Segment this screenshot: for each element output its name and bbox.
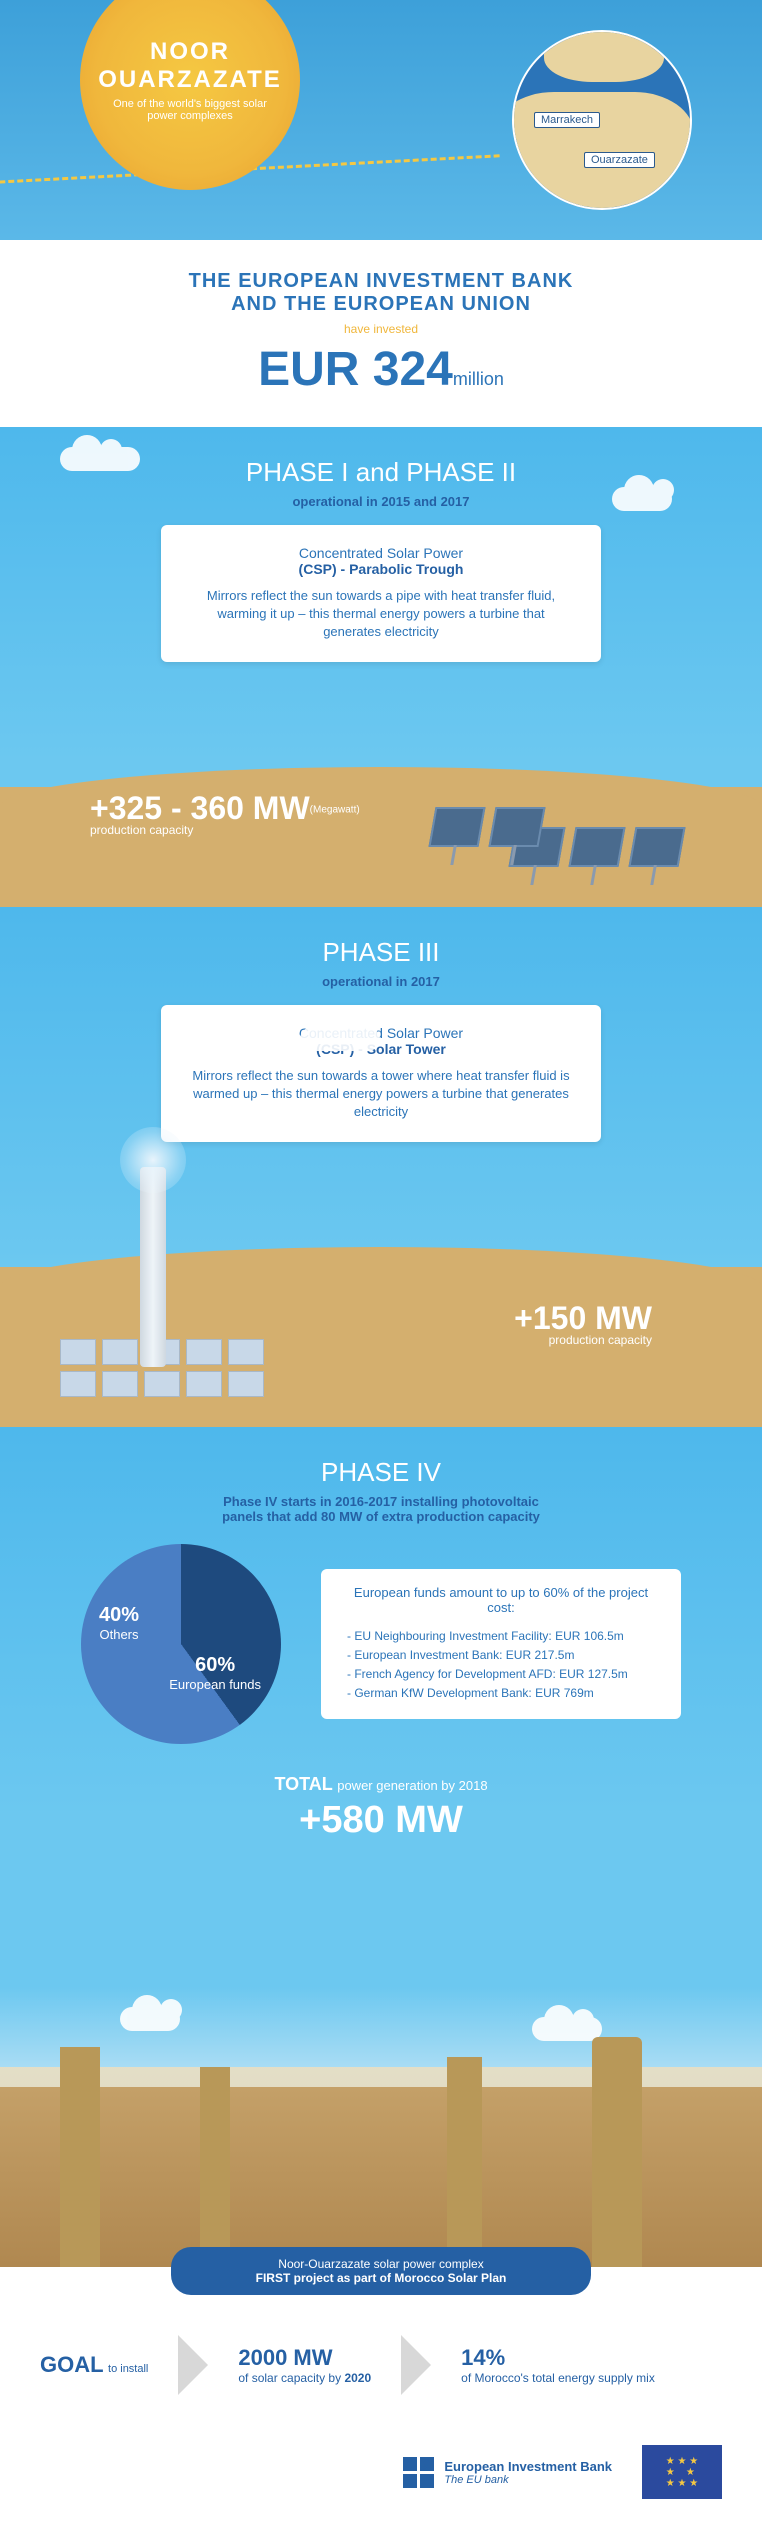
cloud-icon	[300, 1027, 380, 1051]
pie-others-label: 40% Others	[99, 1604, 139, 1642]
land-morocco	[512, 92, 692, 210]
csp-type: (CSP) - Parabolic Trough	[187, 561, 575, 577]
solar-panels-icon	[432, 807, 542, 847]
phase3-card: Concentrated Solar Power (CSP) - Solar T…	[161, 1005, 601, 1142]
phase12-card: Concentrated Solar Power (CSP) - Parabol…	[161, 525, 601, 662]
map-label-ouarzazate: Ouarzazate	[584, 152, 655, 168]
invest-line2: AND THE EUROPEAN UNION	[20, 293, 742, 316]
header: NOOR OUARZAZATE One of the world's bigge…	[0, 0, 762, 240]
phase12-desc: Mirrors reflect the sun towards a pipe w…	[187, 587, 575, 642]
solar-tower-icon	[140, 1167, 166, 1367]
map-circle: Marrakech Ouarzazate	[512, 30, 692, 210]
phase3-op: operational in 2017	[40, 974, 722, 989]
phase12-title: PHASE I and PHASE II	[40, 457, 722, 488]
phase4-op: Phase IV starts in 2016-2017 installing …	[201, 1494, 561, 1524]
cloud-icon	[60, 447, 140, 471]
funds-card: European funds amount to up to 60% of th…	[321, 1569, 681, 1720]
phase3-desc: Mirrors reflect the sun towards a tower …	[187, 1067, 575, 1122]
tower-icon	[200, 2067, 230, 2267]
city-buildings	[0, 2087, 762, 2267]
cloud-icon	[612, 487, 672, 511]
phase12: PHASE I and PHASE II operational in 2015…	[0, 427, 762, 907]
phase3-title: PHASE III	[40, 937, 722, 968]
phase12-capacity: +325 - 360 MW(Megawatt) production capac…	[90, 790, 360, 837]
cloud-icon	[120, 2007, 180, 2031]
funds-list: EU Neighbouring Investment Facility: EUR…	[341, 1627, 661, 1704]
fund-item: French Agency for Development AFD: EUR 1…	[347, 1665, 661, 1684]
eib-squares-icon	[403, 2457, 434, 2488]
phase3-capacity: +150 MW production capacity	[514, 1300, 652, 1347]
city-scene	[0, 1987, 762, 2267]
phase4: PHASE IV Phase IV starts in 2016-2017 in…	[0, 1427, 762, 1987]
city-sky	[0, 1987, 762, 2067]
land-spain	[544, 30, 664, 82]
invest-line1: THE EUROPEAN INVESTMENT BANK	[20, 270, 742, 293]
tower-icon	[592, 2037, 642, 2267]
funds-title: European funds amount to up to 60% of th…	[341, 1585, 661, 1615]
main-title: NOOR OUARZAZATE	[80, 38, 300, 94]
goal-share: 14% of Morocco's total energy supply mix	[461, 2345, 655, 2385]
tower-icon	[60, 2047, 100, 2267]
fund-item: German KfW Development Bank: EUR 769m	[347, 1684, 661, 1703]
tower-icon	[447, 2057, 482, 2267]
fund-item: EU Neighbouring Investment Facility: EUR…	[347, 1627, 661, 1646]
footer: European Investment Bank The EU bank ★ ★…	[0, 2425, 762, 2519]
terrain	[0, 1267, 762, 1427]
project-pill: Noor-Ouarzazate solar power complex FIRS…	[171, 2247, 591, 2295]
investment-block: THE EUROPEAN INVESTMENT BANK AND THE EUR…	[0, 240, 762, 427]
pie-chart: 40% Others 60% European funds	[81, 1544, 281, 1744]
invest-amount: EUR 324million	[20, 342, 742, 397]
csp-type: (CSP) - Solar Tower	[187, 1041, 575, 1057]
phase3: PHASE III operational in 2017 Concentrat…	[0, 907, 762, 1427]
chevron-icon	[178, 2335, 208, 2395]
fund-item: European Investment Bank: EUR 217.5m	[347, 1646, 661, 1665]
goal-label: GOAL to install	[40, 2352, 148, 2378]
map-label-marrakech: Marrakech	[534, 112, 600, 128]
subtitle: One of the world's biggest solar power c…	[110, 98, 270, 122]
total-block: TOTAL power generation by 2018 +580 MW	[40, 1774, 722, 1842]
csp-label: Concentrated Solar Power	[187, 1025, 575, 1041]
phase4-title: PHASE IV	[40, 1457, 722, 1488]
pie-eu-label: 60% European funds	[169, 1654, 261, 1692]
goal-capacity: 2000 MW of solar capacity by 2020	[238, 2345, 371, 2385]
chevron-icon	[401, 2335, 431, 2395]
eib-logo: European Investment Bank The EU bank	[403, 2457, 612, 2488]
csp-label: Concentrated Solar Power	[187, 545, 575, 561]
eu-flag-icon: ★ ★ ★★ ★★ ★ ★	[642, 2445, 722, 2499]
goal-row: GOAL to install 2000 MW of solar capacit…	[0, 2315, 762, 2425]
invest-have: have invested	[20, 322, 742, 336]
sun-badge: NOOR OUARZAZATE One of the world's bigge…	[80, 0, 300, 190]
cloud-icon	[532, 2017, 602, 2041]
funding-box: 40% Others 60% European funds European f…	[81, 1544, 681, 1744]
